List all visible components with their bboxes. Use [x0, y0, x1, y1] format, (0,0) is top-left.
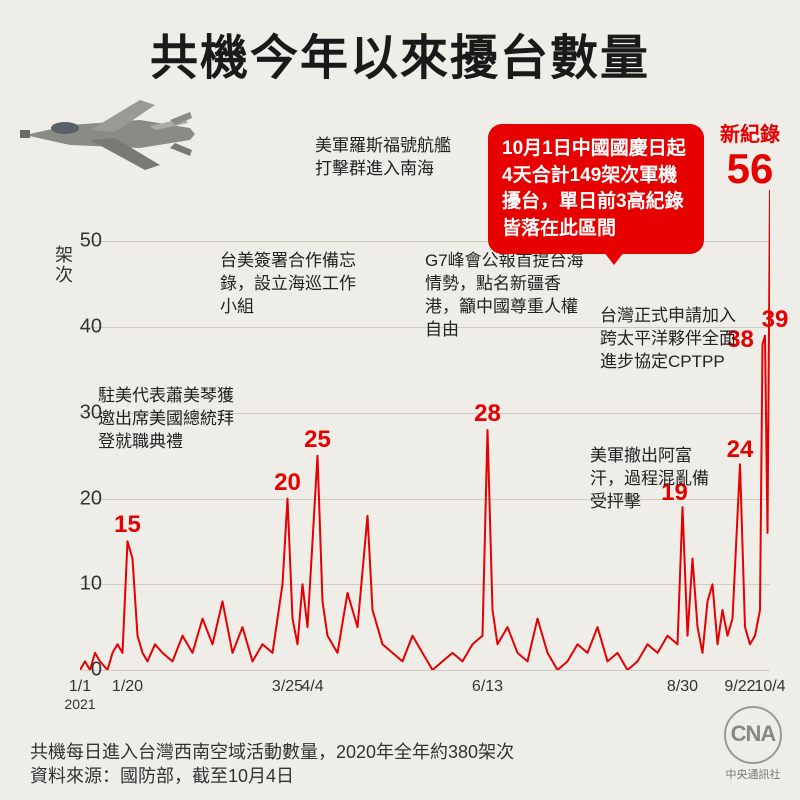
annotation: 台美簽署合作備忘錄，設立海巡工作小組: [220, 250, 370, 319]
y-tick-label: 10: [62, 573, 102, 596]
grid-line: [80, 670, 770, 671]
annotation: G7峰會公報首提台海情勢，點名新疆香港，籲中國尊重人權自由: [425, 250, 585, 342]
callout-arrow-icon: [600, 247, 628, 265]
x-tick-label: 1/20: [112, 678, 143, 696]
y-tick-label: 40: [62, 316, 102, 339]
callout-box: 10月1日中國國慶日起4天合計149架次軍機擾台，單日前3高紀錄皆落在此區間: [488, 124, 704, 254]
y-tick-label: 50: [62, 230, 102, 253]
page-title: 共機今年以來擾台數量: [0, 18, 800, 88]
annotation: 駐美代表蕭美琴獲邀出席美國總統拜登就職典禮: [98, 385, 248, 454]
x-tick-label: 10/4: [754, 678, 785, 696]
annotation: 美軍羅斯福號航艦打擊群進入南海: [315, 135, 465, 181]
y-tick-label: 0: [62, 659, 102, 682]
peak-label: 24: [727, 436, 754, 464]
logo-mark-icon: CNA: [724, 706, 782, 764]
x-tick-label: 4/4: [301, 678, 323, 696]
peak-label: 20: [274, 469, 301, 497]
x-tick-label: 3/25: [272, 678, 303, 696]
new-record-label: 新紀錄 56: [720, 124, 780, 192]
x-tick-label: 6/13: [472, 678, 503, 696]
peak-label: 25: [304, 426, 331, 454]
jet-image: [20, 90, 200, 180]
x-tick-label: 9/22: [724, 678, 755, 696]
peak-label: 39: [762, 306, 789, 334]
peak-label: 28: [474, 400, 501, 428]
caption: 共機每日進入台灣西南空域活動數量，2020年全年約380架次: [30, 738, 514, 764]
logo: CNA 中央通訊社: [724, 706, 782, 782]
chart: 1/120211/203/254/46/138/309/2210/4 15202…: [80, 190, 770, 670]
annotation: 美軍撤出阿富汗，過程混亂備受抨擊: [590, 445, 720, 514]
y-tick-label: 20: [62, 487, 102, 510]
peak-label: 15: [114, 511, 141, 539]
y-tick-label: 30: [62, 401, 102, 424]
annotation: 台灣正式申請加入跨太平洋夥伴全面進步協定CPTPP: [600, 305, 750, 374]
x-tick-label: 8/30: [667, 678, 698, 696]
source: 資料來源：國防部，截至10月4日: [30, 762, 294, 788]
x-tick-label: 1/12021: [64, 678, 95, 712]
